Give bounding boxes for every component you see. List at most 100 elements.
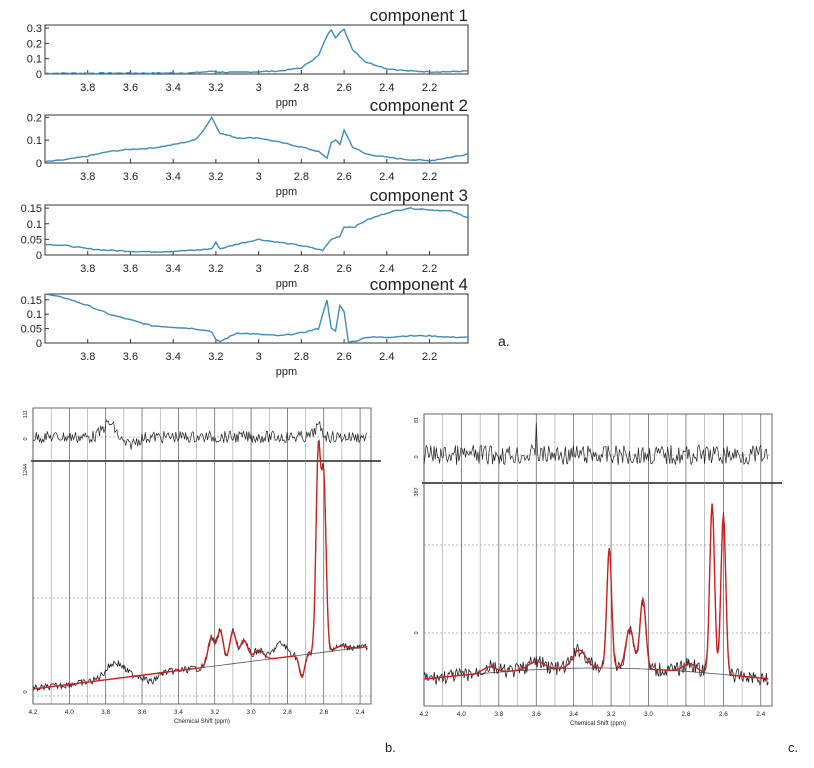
panel-c: 4.2 4.0 3.8 3.6 3.4 3.2 3.0 2.8 2.6 2.4 Chemical S… [414,413,798,755]
x-tick-label: 3.8 [494,711,503,718]
panel-b: 4.2 4.0 3.8 3.6 3.4 3.2 3.0 2.8 2.6 2.4 Chemical S… [23,407,396,755]
component-line [44,206,469,254]
x-tick-label: 3.4 [166,171,181,183]
x-tick-label: 3.8 [80,171,95,183]
y-tick-label: 0.1 [27,309,42,321]
x-axis-label: Chemical Shift (ppm) [570,721,626,727]
residual-zero-label: 0 [23,437,29,440]
main-top-label: 1244 [23,464,29,476]
y-tick-label: 0.2 [27,38,42,50]
residual-trace [32,418,367,450]
component-line [44,293,469,343]
x-tick-label: 2.2 [422,171,437,183]
x-tick-label: 3.4 [166,82,181,94]
x-tick-label: 3.0 [247,709,256,716]
component-plot-1: component 1 0.3 0.2 0.1 0 3.8 3.6 3.4 3.2 3 2.8 2.6… [27,6,469,109]
data-trace [423,508,769,686]
x-tick-label: 2.6 [336,82,351,94]
x-tick-label: 3.4 [166,263,181,275]
main-top-label: 387 [414,487,420,496]
panel-a: component 1 0.3 0.2 0.1 0 3.8 3.6 3.4 3.2 3 2.8 2.6… [21,6,510,378]
x-tick-label: 3.4 [569,711,578,718]
x-tick-label: 4.0 [65,709,74,716]
main-zero-label: 0 [23,690,29,693]
residual-trace [423,422,768,466]
x-tick-label: 3.6 [123,82,138,94]
y-tick-label: 0 [36,69,42,81]
x-tick-label: 3.6 [123,263,138,275]
y-tick-label: 0 [36,338,42,350]
plot-frame [44,24,469,75]
x-tick-label: 3.8 [80,263,95,275]
fit-trace [32,441,368,690]
x-tick-label: 3.6 [138,709,147,716]
panel-letter: c. [788,740,798,755]
component-plot-3: component 3 0.15 0.1 0.05 0 3.8 3.6 3.4 3.2 3 2.8 2… [21,186,469,290]
x-tick-label: 2.6 [336,263,351,275]
x-tick-label: 3.2 [208,263,223,275]
x-tick-label: 3.2 [208,82,223,94]
x-axis-label: ppm [276,186,297,198]
plot-frame [44,114,469,164]
x-axis-label: Chemical Shift (ppm) [174,719,230,725]
x-tick-label: 2.8 [283,709,292,716]
x-axis-label: ppm [276,97,297,109]
x-tick-label: 3.6 [123,171,138,183]
x-tick-label: 3.0 [644,711,653,718]
residual-top-label: 111 [23,410,29,418]
x-tick-label: 2.6 [336,351,351,363]
component-title: component 1 [370,6,468,25]
plot-frame [44,293,469,344]
x-axis-label: ppm [276,278,297,290]
x-tick-label: 3.6 [123,351,138,363]
y-tick-label: 0.15 [21,295,42,307]
x-tick-label: 2.6 [719,711,728,718]
fit-trace [423,503,769,680]
x-tick-label: 2.8 [294,171,309,183]
x-tick-label: 3.2 [210,709,219,716]
x-tick-label: 2.6 [319,709,328,716]
residual-top-label: 81 [414,417,420,423]
y-tick-label: 0.1 [27,219,42,231]
main-zero-label: 0 [414,631,420,634]
x-tick-label: 2.8 [294,263,309,275]
x-tick-label: 2.4 [356,709,365,716]
x-tick-label: 3.4 [174,709,183,716]
x-tick-label: 3 [256,351,262,363]
x-tick-label: 2.8 [294,351,309,363]
x-tick-label: 2.8 [294,82,309,94]
x-tick-label: 3 [256,171,262,183]
x-tick-label: 4.2 [28,709,37,716]
y-tick-label: 0.05 [21,324,42,336]
x-tick-label: 3.8 [101,709,110,716]
x-tick-label: 2.4 [379,82,394,94]
component-line [44,115,469,163]
x-tick-label: 3.8 [80,351,95,363]
panel-a-letter: a. [498,333,510,349]
x-tick-label: 2.4 [379,351,394,363]
residual-frame [423,413,773,484]
x-tick-label: 3 [256,82,262,94]
x-tick-label: 3 [256,263,262,275]
x-tick-label: 2.2 [422,263,437,275]
x-tick-label: 4.0 [457,711,466,718]
x-tick-label: 3.6 [532,711,541,718]
x-tick-label: 2.4 [379,263,394,275]
x-tick-label: 2.2 [422,351,437,363]
x-tick-label: 2.6 [336,171,351,183]
panel-letter: b. [385,740,396,755]
y-tick-label: 0.05 [21,234,42,246]
x-tick-label: 2.8 [681,711,690,718]
x-axis-label: ppm [276,366,297,378]
component-title: component 3 [370,186,468,205]
residual-zero-label: 0 [414,455,420,458]
x-tick-label: 2.4 [756,711,765,718]
component-line [45,28,468,75]
x-tick-label: 3.4 [166,351,181,363]
y-tick-label: 0.2 [27,112,42,124]
x-tick-label: 3.2 [208,351,223,363]
x-tick-label: 3.2 [208,171,223,183]
y-tick-label: 0 [36,250,42,262]
y-tick-label: 0.3 [27,23,42,35]
